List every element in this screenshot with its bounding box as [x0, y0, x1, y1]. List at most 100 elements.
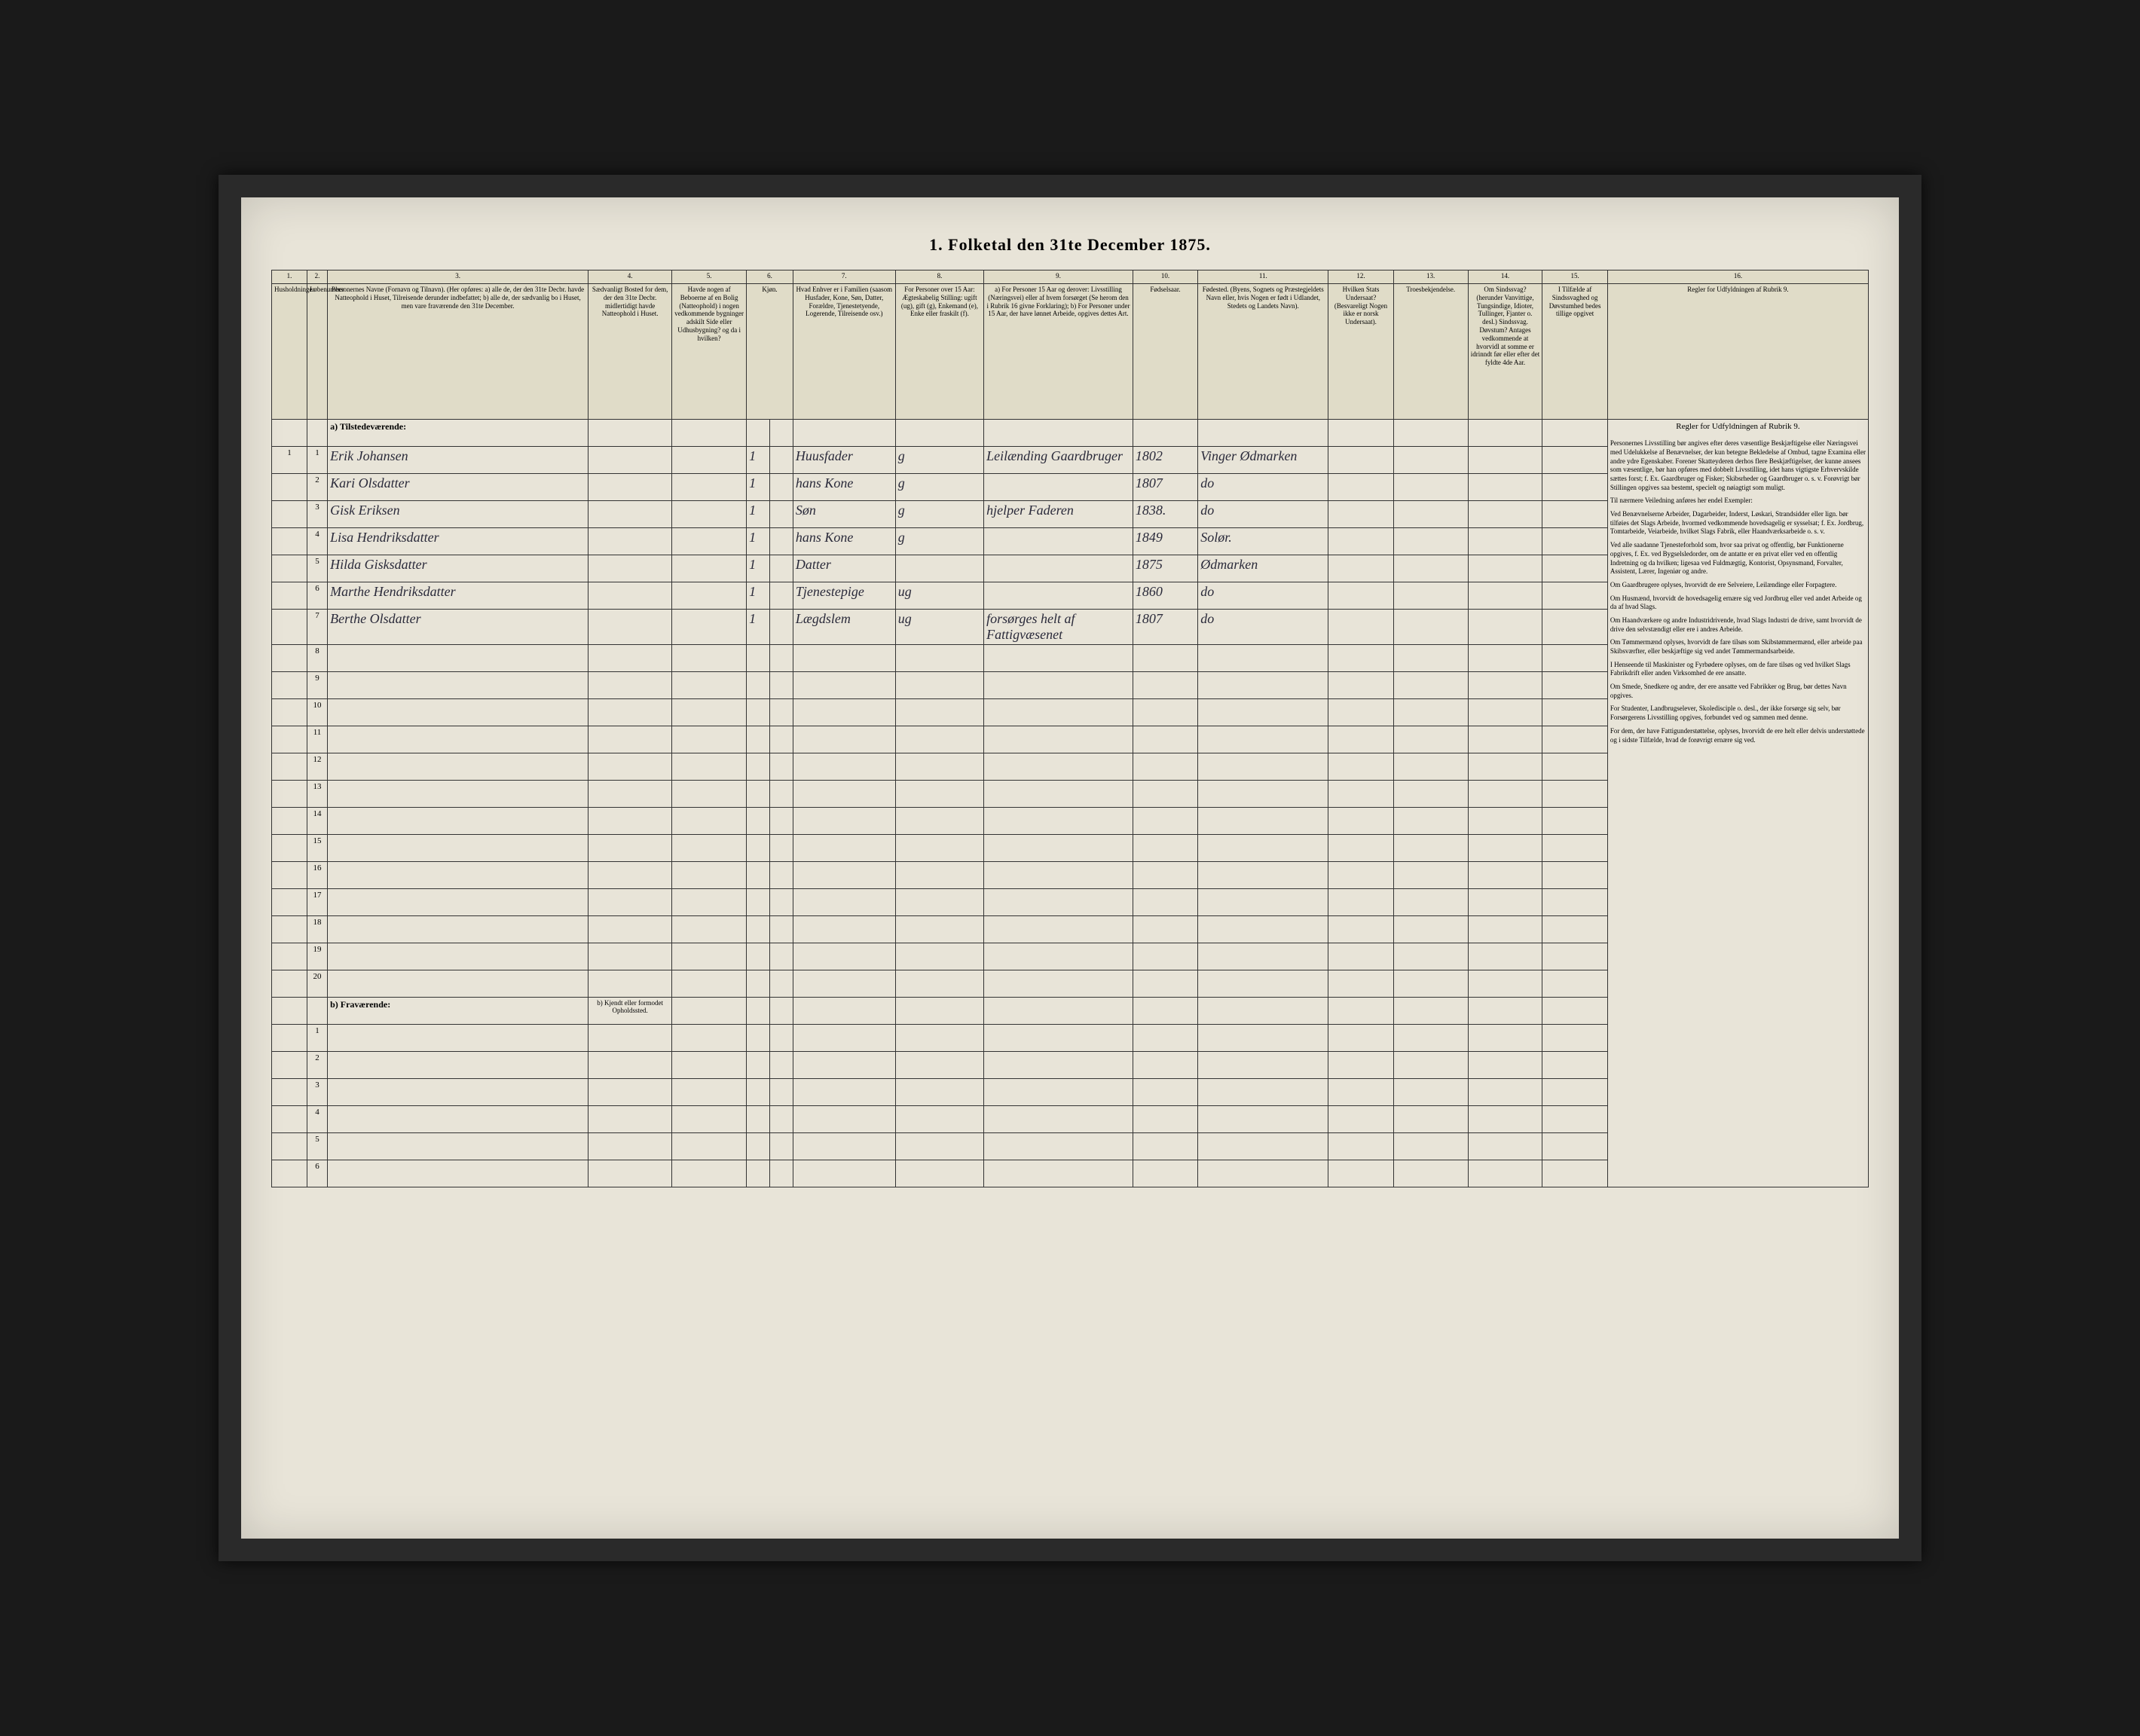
hdr-15: I Tilfælde af Sindssvaghed og Døvstumhed… — [1542, 284, 1607, 420]
hdr-14: Om Sindssvag? (herunder Vanvittige, Tung… — [1468, 284, 1542, 420]
person-num: 12 — [307, 753, 327, 781]
disability — [1468, 582, 1542, 610]
section-b-label: b) Fraværende: — [328, 998, 588, 1025]
census-page: 1. Folketal den 31te December 1875. 1. 2… — [241, 197, 1899, 1539]
person-num: 4 — [307, 1106, 327, 1133]
person-num: 19 — [307, 943, 327, 970]
outbuilding — [672, 555, 747, 582]
colnum-16: 16. — [1607, 270, 1868, 284]
family-relation: Søn — [793, 501, 895, 528]
nationality — [1328, 610, 1393, 645]
hdr-9: a) For Personer 15 Aar og derover: Livss… — [984, 284, 1133, 420]
birth-year: 1849 — [1133, 528, 1197, 555]
disability — [1468, 501, 1542, 528]
colnum-7: 7. — [793, 270, 895, 284]
household-num — [272, 474, 307, 501]
family-relation: hans Kone — [793, 528, 895, 555]
outbuilding — [672, 528, 747, 555]
birth-year: 1875 — [1133, 555, 1197, 582]
occupation: forsørges helt af Fattigvæsenet — [984, 610, 1133, 645]
marital-status — [895, 555, 983, 582]
disability — [1468, 555, 1542, 582]
person-name: Gisk Eriksen — [328, 501, 588, 528]
person-num: 2 — [307, 474, 327, 501]
rules-paragraph: Om Smede, Snedkere og andre, der ere ans… — [1610, 683, 1866, 700]
disability-detail — [1542, 528, 1607, 555]
colnum-11: 11. — [1198, 270, 1328, 284]
colnum-15: 15. — [1542, 270, 1607, 284]
disability — [1468, 447, 1542, 474]
outbuilding — [672, 610, 747, 645]
sex-f — [769, 582, 793, 610]
person-num: 18 — [307, 916, 327, 943]
residence — [588, 610, 672, 645]
colnum-12: 12. — [1328, 270, 1393, 284]
disability — [1468, 528, 1542, 555]
rules-paragraph: For dem, der have Fattigunderstøttelse, … — [1610, 727, 1866, 744]
religion — [1393, 474, 1468, 501]
occupation — [984, 582, 1133, 610]
sex-m: 1 — [747, 555, 770, 582]
person-num: 5 — [307, 555, 327, 582]
sex-m: 1 — [747, 528, 770, 555]
table-body: a) Tilstedeværende:Regler for Udfyldning… — [272, 420, 1869, 1187]
colnum-14: 14. — [1468, 270, 1542, 284]
occupation — [984, 555, 1133, 582]
marital-status: ug — [895, 610, 983, 645]
section-b-col4: b) Kjendt eller formodet Opholdssted. — [588, 998, 672, 1025]
outbuilding — [672, 447, 747, 474]
hdr-6: Kjøn. — [747, 284, 793, 420]
person-num: 4 — [307, 528, 327, 555]
rules-paragraph: Personernes Livsstilling bør angives eft… — [1610, 439, 1866, 492]
hdr-1: Husholdninger — [272, 284, 307, 420]
residence — [588, 555, 672, 582]
sex-m: 1 — [747, 610, 770, 645]
person-num: 17 — [307, 889, 327, 916]
census-table: 1. 2. 3. 4. 5. 6. 7. 8. 9. 10. 11. 12. 1… — [271, 270, 1869, 1187]
nationality — [1328, 447, 1393, 474]
occupation — [984, 528, 1133, 555]
person-num: 9 — [307, 672, 327, 699]
rules-paragraph: Om Husmænd, hvorvidt de hovedsagelig ern… — [1610, 594, 1866, 612]
disability-detail — [1542, 555, 1607, 582]
person-name: Erik Johansen — [328, 447, 588, 474]
family-relation: Huusfader — [793, 447, 895, 474]
person-num: 5 — [307, 1133, 327, 1160]
colnum-9: 9. — [984, 270, 1133, 284]
hdr-7: Hvad Enhver er i Familien (saasom Husfad… — [793, 284, 895, 420]
sex-m: 1 — [747, 474, 770, 501]
marital-status: g — [895, 501, 983, 528]
person-num: 10 — [307, 699, 327, 726]
marital-status: g — [895, 528, 983, 555]
household-num — [272, 555, 307, 582]
person-name: Kari Olsdatter — [328, 474, 588, 501]
disability-detail — [1542, 610, 1607, 645]
hdr-10: Fødselsaar. — [1133, 284, 1197, 420]
colnum-13: 13. — [1393, 270, 1468, 284]
rules-paragraph: Om Gaardbrugere oplyses, hvorvidt de ere… — [1610, 581, 1866, 590]
family-relation: Lægdslem — [793, 610, 895, 645]
sex-f — [769, 555, 793, 582]
person-num: 11 — [307, 726, 327, 753]
hdr-3: Personernes Navne (Fornavn og Tilnavn). … — [328, 284, 588, 420]
birth-year: 1807 — [1133, 610, 1197, 645]
disability — [1468, 610, 1542, 645]
outbuilding — [672, 582, 747, 610]
marital-status: ug — [895, 582, 983, 610]
hdr-11: Fødested. (Byens, Sognets og Præstegjeld… — [1198, 284, 1328, 420]
birthplace: do — [1198, 474, 1328, 501]
colnum-5: 5. — [672, 270, 747, 284]
sex-f — [769, 501, 793, 528]
marital-status: g — [895, 474, 983, 501]
page-title: 1. Folketal den 31te December 1875. — [271, 235, 1869, 255]
nationality — [1328, 582, 1393, 610]
person-num: 2 — [307, 1052, 327, 1079]
birth-year: 1807 — [1133, 474, 1197, 501]
person-num: 1 — [307, 1025, 327, 1052]
residence — [588, 447, 672, 474]
sex-m: 1 — [747, 501, 770, 528]
religion — [1393, 582, 1468, 610]
religion — [1393, 555, 1468, 582]
person-name: Hilda Gisksdatter — [328, 555, 588, 582]
residence — [588, 501, 672, 528]
